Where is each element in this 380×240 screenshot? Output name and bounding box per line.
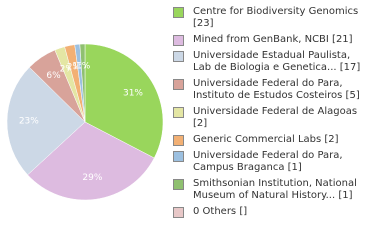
legend-swatch	[173, 207, 184, 218]
slice-label: 1%	[76, 61, 91, 71]
pie-slice	[6, 66, 86, 176]
legend-swatch	[173, 79, 184, 90]
legend-label: Centre for Biodiversity Genomics [23]	[193, 6, 359, 29]
legend-item: Mined from GenBank, NCBI [21]	[173, 34, 373, 46]
legend-swatch	[173, 135, 184, 146]
legend-item: Centre for Biodiversity Genomics [23]	[173, 6, 373, 30]
legend-swatch	[173, 7, 184, 18]
legend-item: Generic Commercial Labs [2]	[173, 134, 373, 146]
legend-label: 0 Others []	[193, 206, 248, 217]
legend-swatch	[173, 151, 184, 162]
legend-label: Universidade Federal do Para, Campus Bra…	[193, 150, 343, 173]
pie-slice	[27, 121, 155, 201]
legend-item: Universidade Federal do Para, Campus Bra…	[173, 150, 373, 174]
slice-label: 6%	[46, 71, 61, 81]
pie-slice	[84, 43, 164, 159]
legend-swatch	[173, 107, 184, 118]
legend-label: Universidade Federal de Alagoas [2]	[193, 106, 358, 129]
pie: 31%29%23%6%2%2%1%1%	[6, 43, 164, 201]
slice-label: 1%	[72, 62, 87, 72]
slice-label: 31%	[123, 88, 143, 98]
legend-label: Generic Commercial Labs [2]	[193, 134, 339, 145]
legend: Centre for Biodiversity Genomics [23] Min…	[173, 6, 373, 218]
legend-swatch	[173, 179, 184, 190]
legend-item: Universidade Federal de Alagoas [2]	[173, 106, 373, 130]
legend-item: Universidade Federal do Para, Instituto …	[173, 78, 373, 102]
slice-label: 23%	[19, 117, 39, 127]
slice-label: 2%	[67, 62, 82, 72]
legend-label: Smithsonian Institution, National Museum…	[193, 178, 357, 201]
legend-label: Universidade Federal do Para, Instituto …	[193, 78, 360, 101]
legend-swatch	[173, 51, 184, 62]
legend-label: Mined from GenBank, NCBI [21]	[193, 34, 353, 45]
pie-slice	[79, 43, 86, 123]
slice-label: 29%	[82, 173, 102, 183]
slice-label: 2%	[60, 64, 75, 74]
legend-item: 0 Others []	[173, 206, 373, 218]
legend-item: Smithsonian Institution, National Museum…	[173, 178, 373, 202]
legend-label: Universidade Estadual Paulista, Lab de B…	[193, 50, 361, 73]
legend-item: Universidade Estadual Paulista, Lab de B…	[173, 50, 373, 74]
legend-swatch	[173, 35, 184, 46]
